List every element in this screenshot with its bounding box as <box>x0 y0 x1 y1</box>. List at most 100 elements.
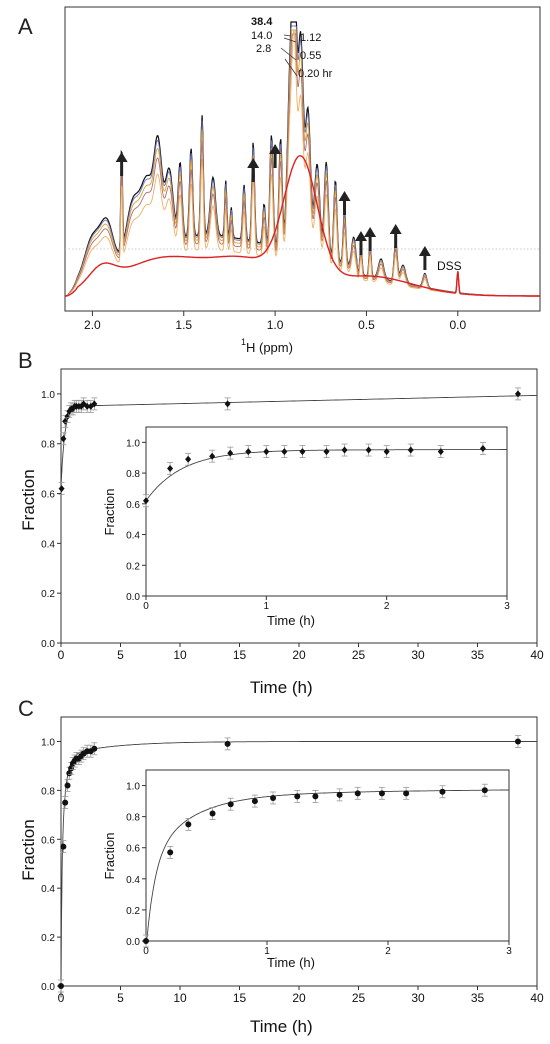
up-arrow-head-icon <box>364 227 377 237</box>
spectrum-line <box>65 21 540 297</box>
panel-b: B 0 5 10 15 20 25 30 35 40 0.0 0.2 0.4 0.6 0.8 1.0 0 1 2… <box>18 348 544 697</box>
xtick-label: 3 <box>504 601 510 612</box>
data-point <box>437 448 444 456</box>
data-point <box>227 449 234 457</box>
data-point <box>224 400 231 408</box>
data-point <box>407 446 414 454</box>
fit-curve <box>145 789 509 942</box>
ytick-label: 0.4 <box>126 875 140 886</box>
panel-c-inset-plot: 0 1 2 3 0.0 0.2 0.4 0.6 0.8 1.0 <box>126 769 512 957</box>
panel-a-frame <box>64 6 541 312</box>
ytick-label: 0.6 <box>126 844 140 855</box>
time-label-leader <box>284 58 298 77</box>
ytick-label: 0.2 <box>41 933 55 944</box>
ytick-label: 0.8 <box>126 813 140 824</box>
panel-c-inset-xlabel: Time (h) <box>267 955 315 970</box>
ytick-label: 0.8 <box>41 786 55 797</box>
ytick-label: 0.2 <box>41 589 55 600</box>
data-point <box>514 738 521 745</box>
data-point <box>167 464 174 472</box>
ytick-label: 0.2 <box>126 906 140 917</box>
time-label-0-55: 0.55 <box>300 50 321 62</box>
data-point <box>58 485 65 493</box>
panel-b-ylabel: Fraction <box>19 469 38 530</box>
time-label-0-20-hr: 0.20 hr <box>298 68 333 80</box>
panel-c-xlabel: Time (h) <box>250 1017 313 1036</box>
ytick-label: 0.4 <box>126 531 140 542</box>
time-label-1-12: 1.12 <box>300 32 321 44</box>
xtick-label: 1 <box>264 601 270 612</box>
panel-b-inset-plot: 0 1 2 3 0.0 0.2 0.4 0.6 0.8 1.0 <box>126 426 510 612</box>
up-arrow-head-icon <box>115 152 128 162</box>
xtick-label: 35 <box>471 648 485 662</box>
data-point <box>270 794 277 801</box>
ytick-label: 0.4 <box>41 539 55 550</box>
data-point <box>64 782 71 789</box>
ytick-label: 1.0 <box>41 737 55 748</box>
data-point <box>365 446 372 454</box>
panel-b-xlabel: Time (h) <box>250 678 313 697</box>
xtick-label: 5 <box>117 648 124 662</box>
panel-a-xaxis: 2.0 1.5 1.0 0.5 0.0 <box>65 248 540 332</box>
data-point <box>209 810 216 817</box>
xtick-label: 5 <box>117 991 124 1005</box>
xtick-label: 15 <box>233 991 247 1005</box>
panel-a-xlabel: 1 H (ppm) <box>241 337 293 355</box>
xtick-label: 3 <box>506 946 512 957</box>
time-label-38-4: 38.4 <box>251 16 273 28</box>
data-point <box>62 799 69 806</box>
data-point <box>383 448 390 456</box>
ytick-label: 0.8 <box>41 440 55 451</box>
data-point <box>251 798 258 805</box>
ytick-label: 0.0 <box>41 639 55 650</box>
a-xtick-label: 0.0 <box>449 318 466 332</box>
xtick-label: 25 <box>352 991 366 1005</box>
data-point <box>312 793 319 800</box>
data-point <box>245 448 252 456</box>
data-point <box>60 843 67 850</box>
ytick-label: 1.0 <box>126 782 140 793</box>
data-point <box>299 448 306 456</box>
ytick-label: 0.2 <box>126 561 140 572</box>
xtick-label: 20 <box>292 991 306 1005</box>
data-point <box>143 938 149 944</box>
data-point <box>185 821 192 828</box>
panel-c-label: C <box>18 696 34 721</box>
data-point <box>439 788 446 795</box>
data-point <box>354 790 361 797</box>
spectrum-line <box>65 25 540 297</box>
xtick-label: 0 <box>143 946 149 957</box>
panel-a-label: A <box>18 14 33 39</box>
xtick-label: 0 <box>143 601 149 612</box>
data-point <box>323 448 330 456</box>
a-xtick-label: 1.0 <box>267 318 284 332</box>
time-label-leader <box>283 34 292 37</box>
ytick-label: 0.6 <box>41 835 55 846</box>
xtick-label: 2 <box>385 946 391 957</box>
time-label-14-0: 14.0 <box>251 30 272 42</box>
data-point <box>62 417 69 425</box>
xtick-label: 0 <box>58 648 65 662</box>
data-point <box>281 448 288 456</box>
panel-c: C 0 5 10 15 20 25 30 35 40 0.0 0.2 0.4 0.6 0.8 1.0 0 1 2… <box>18 696 544 1036</box>
data-point <box>294 793 301 800</box>
xlabel-text: H (ppm) <box>246 340 293 355</box>
panel-c-inset-ylabel: Fraction <box>102 833 117 880</box>
panel-b-inset-xlabel: Time (h) <box>267 613 315 628</box>
xtick-label: 25 <box>352 648 366 662</box>
time-label-2-8: 2.8 <box>256 43 271 55</box>
up-arrow-head-icon <box>354 231 367 241</box>
data-point <box>209 452 216 460</box>
ytick-label: 0.0 <box>126 937 140 948</box>
panel-a-spectra <box>65 21 540 297</box>
ytick-label: 0.6 <box>41 490 55 501</box>
time-label-leader <box>283 37 297 43</box>
ytick-label: 0.6 <box>126 500 140 511</box>
a-xtick-label: 1.5 <box>175 318 192 332</box>
inset-plot-frame <box>145 769 510 942</box>
up-arrow-head-icon <box>269 144 282 154</box>
panel-c-main-plot: 0 5 10 15 20 25 30 35 400.00.20.40.60.81.0 <box>41 716 544 1005</box>
data-point <box>185 455 192 463</box>
a-xtick-label: 2.0 <box>84 318 101 332</box>
